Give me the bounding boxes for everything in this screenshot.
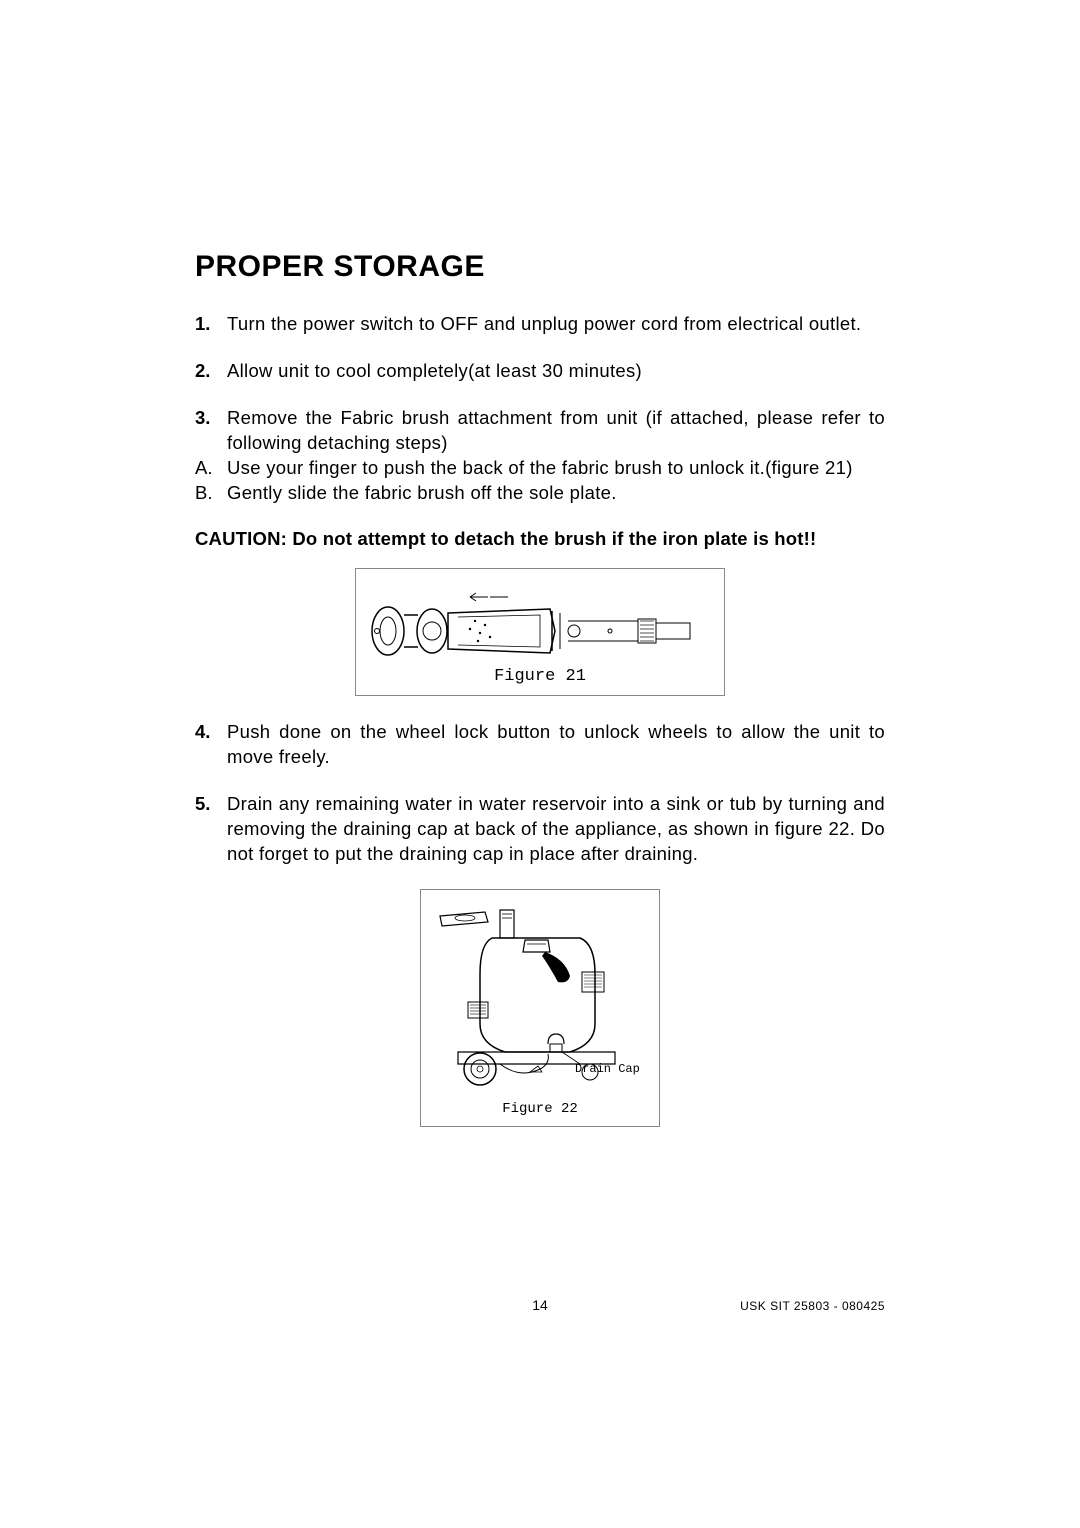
step-text: Drain any remaining water in water reser… bbox=[227, 792, 885, 867]
step-text: Gently slide the fabric brush off the so… bbox=[227, 481, 885, 506]
drain-cap-label: Drain Cap bbox=[575, 1062, 640, 1076]
step-text: Allow unit to cool completely(at least 3… bbox=[227, 359, 885, 384]
step-letter: B. bbox=[195, 481, 227, 506]
step-1: 1. Turn the power switch to OFF and unpl… bbox=[195, 312, 885, 337]
step-number: 4. bbox=[195, 720, 227, 770]
step-text: Turn the power switch to OFF and unplug … bbox=[227, 312, 885, 337]
figure-22-box: Drain Cap Figure 22 bbox=[420, 889, 660, 1127]
step-5: 5. Drain any remaining water in water re… bbox=[195, 792, 885, 867]
section-heading: PROPER STORAGE bbox=[195, 250, 885, 284]
page-number: 14 bbox=[0, 1297, 1080, 1313]
step-text: Push done on the wheel lock button to un… bbox=[227, 720, 885, 770]
step-3b: B. Gently slide the fabric brush off the… bbox=[195, 481, 885, 506]
step-3: 3. Remove the Fabric brush attachment fr… bbox=[195, 406, 885, 456]
appliance-diagram-icon: Drain Cap bbox=[430, 904, 650, 1099]
figure-21-caption: Figure 21 bbox=[494, 667, 586, 686]
brush-diagram-icon bbox=[370, 589, 710, 663]
step-text: Use your finger to push the back of the … bbox=[227, 456, 885, 481]
step-number: 2. bbox=[195, 359, 227, 384]
step-2: 2. Allow unit to cool completely(at leas… bbox=[195, 359, 885, 384]
step-number: 1. bbox=[195, 312, 227, 337]
step-3a: A. Use your finger to push the back of t… bbox=[195, 456, 885, 481]
figure-21-box: Figure 21 bbox=[355, 568, 725, 696]
footer-code: USK SIT 25803 - 080425 bbox=[740, 1299, 885, 1313]
step-number: 3. bbox=[195, 406, 227, 456]
figure-22-caption: Figure 22 bbox=[502, 1101, 578, 1117]
caution-text: CAUTION: Do not attempt to detach the br… bbox=[195, 528, 885, 550]
step-number: 5. bbox=[195, 792, 227, 867]
step-text: Remove the Fabric brush attachment from … bbox=[227, 406, 885, 456]
step-4: 4. Push done on the wheel lock button to… bbox=[195, 720, 885, 770]
step-letter: A. bbox=[195, 456, 227, 481]
